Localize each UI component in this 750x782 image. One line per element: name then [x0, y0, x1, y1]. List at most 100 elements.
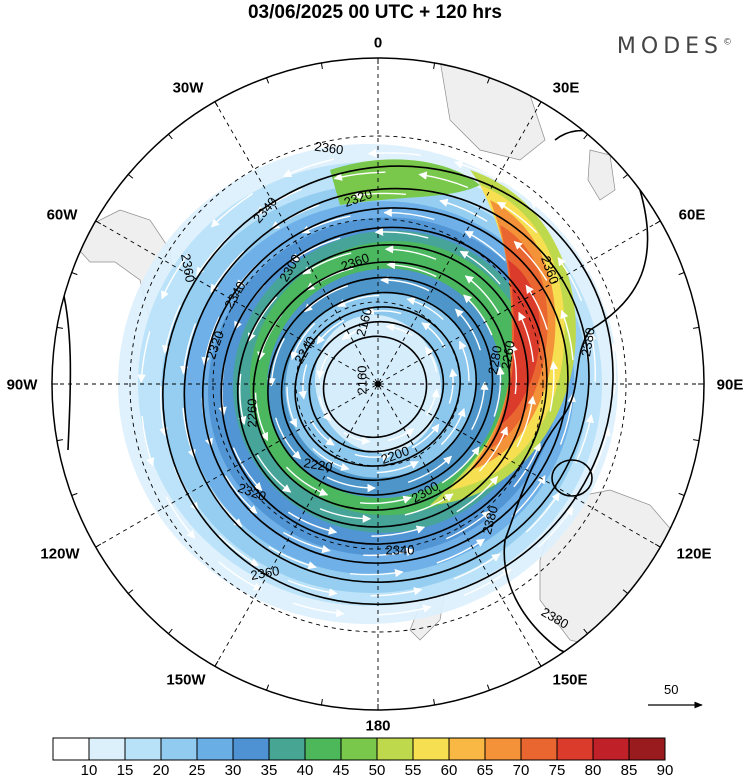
streamline-segment: [509, 342, 518, 395]
streamline-segment: [292, 602, 345, 618]
boundary-tick: [622, 174, 629, 179]
lon-label-0: 0: [373, 34, 383, 52]
streamline-segment: [290, 322, 316, 361]
colorbar-swatch: [340, 737, 378, 761]
streamline-segment: [267, 337, 285, 387]
streamline-segment: [319, 508, 372, 523]
lon-label-30e: 30E: [552, 79, 580, 97]
colorbar-swatch: [88, 737, 126, 761]
streamline-segment: [518, 311, 534, 362]
colorbar-label: 15: [116, 762, 134, 779]
lon-label-90w: 90W: [6, 376, 38, 394]
streamline-segment: [448, 368, 458, 404]
streamline-segment: [275, 417, 302, 460]
streamline-segment: [268, 546, 317, 570]
boundary-tick: [654, 543, 661, 548]
colorbar-label: 75: [548, 762, 566, 779]
streamline-segment: [549, 360, 559, 412]
streamline-segment: [254, 392, 269, 442]
streamline-segment: [360, 495, 412, 505]
streamline-segment: [585, 263, 607, 311]
colorbar-swatch: [304, 737, 342, 761]
colorbar-label: 50: [368, 762, 386, 779]
streamline-segment: [404, 493, 454, 516]
contour-ring-6: [267, 276, 494, 496]
streamline-segment: [463, 294, 493, 336]
boundary-tick: [693, 326, 700, 329]
streamline-segment: [439, 198, 488, 222]
brand-name: MODES: [616, 34, 723, 59]
streamline-segment: [247, 296, 278, 342]
streamline-segment: [454, 553, 501, 580]
lon-label-150e: 150E: [552, 671, 588, 689]
colorbar-swatch: [268, 737, 306, 761]
boundary-tick: [214, 101, 219, 108]
streamline-segment: [421, 322, 446, 349]
colorbar-label: 65: [476, 762, 494, 779]
colorbar-label: 25: [188, 762, 206, 779]
streamline-segment: [371, 525, 426, 537]
streamline-segment: [350, 568, 404, 578]
streamline-segment: [386, 260, 437, 278]
streamline-segment: [161, 253, 189, 300]
streamline-segment: [287, 579, 338, 597]
lon-label-60w: 60W: [46, 206, 78, 224]
streamline-segment: [513, 442, 541, 488]
boundary-tick: [486, 77, 490, 84]
contour-ring-3: [220, 226, 548, 545]
colorbar-swatch: [160, 737, 198, 761]
boundary-tick: [95, 220, 102, 225]
boundary-tick: [71, 272, 78, 276]
streamline-segment: [418, 171, 469, 189]
boundary-tick: [693, 439, 700, 442]
contour-label: 2340: [385, 542, 415, 558]
streamline-segment: [529, 200, 568, 237]
contour-label: 2260: [244, 398, 260, 428]
streamline-segment: [406, 297, 444, 320]
streamline-segment: [137, 331, 151, 383]
streamline-segment: [161, 304, 181, 354]
streamline-segment: [282, 158, 335, 177]
streamline-segment: [286, 386, 298, 428]
streamline-segment: [337, 294, 380, 308]
streamline-segment: [446, 510, 491, 540]
boundary-tick: [56, 326, 63, 329]
streamline-segment: [343, 432, 371, 445]
streamline-segment: [232, 447, 263, 491]
streamline-segment: [285, 466, 329, 496]
streamline-segment: [425, 388, 440, 416]
boundary-tick: [266, 684, 270, 691]
streamline-segment: [458, 340, 470, 382]
colorbar-label: 60: [440, 762, 458, 779]
brand-logo: MODES©: [617, 34, 732, 59]
jet-core-4: [500, 260, 541, 425]
streamline-segment: [407, 455, 452, 483]
streamline-segment: [525, 284, 548, 330]
colorbar-swatch: [520, 737, 558, 761]
boundary-tick: [266, 77, 270, 84]
brand-mark: ©: [723, 37, 732, 48]
colorbar-swatch: [412, 737, 450, 761]
streamline-segment: [478, 426, 509, 472]
lon-label-90e: 90E: [716, 376, 744, 394]
colorbar-swatch: [484, 737, 522, 761]
boundary-tick: [168, 133, 173, 140]
streamline-segment: [318, 396, 332, 422]
colorbar-label: 45: [332, 762, 350, 779]
colorbar-label: 90: [656, 762, 674, 779]
boundary-tick: [654, 220, 661, 225]
contour-ring-10: [322, 335, 428, 439]
boundary-tick: [583, 133, 588, 140]
streamline-segment: [256, 454, 292, 493]
reference-vector-label: 50: [664, 682, 679, 697]
streamline-segment: [497, 201, 538, 234]
colorbar-label: 55: [404, 762, 422, 779]
streamline-segment: [575, 414, 595, 464]
streamline-segment: [385, 323, 413, 336]
streamline-segment: [376, 460, 419, 474]
colorbar-swatch: [196, 737, 234, 761]
streamline-segment: [365, 306, 402, 315]
streamline-segment: [588, 331, 597, 382]
